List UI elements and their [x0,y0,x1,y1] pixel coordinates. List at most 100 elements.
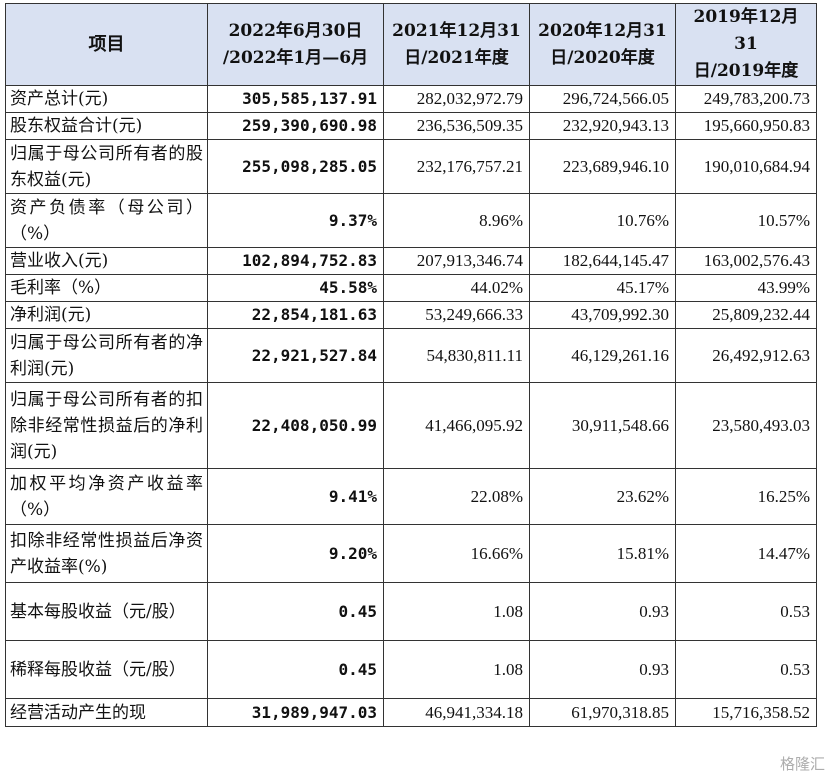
cell-2020: 30,911,548.66 [529,382,676,469]
cell-2020: 23.62% [529,468,676,525]
cell-2020: 46,129,261.16 [529,328,676,383]
table-row: 股东权益合计(元) 259,390,690.98 236,536,509.35 232… [5,112,817,140]
cell-2021: 282,032,972.79 [383,85,530,113]
header-2020: 2020年12月31 日/2020年度 [529,3,676,86]
table-row: 资产负债率（母公司）（%） 9.37% 8.96% 10.76% 10.57% [5,193,817,248]
cell-2021: 54,830,811.11 [383,328,530,383]
cell-2020: 43,709,992.30 [529,301,676,329]
header-2020-line1: 2020年12月31 [538,20,667,41]
cell-2020: 232,920,943.13 [529,112,676,140]
header-2022: 2022年6月30日 /2022年1月—6月 [207,3,384,86]
cell-2019: 15,716,358.52 [675,698,817,727]
table-row: 净利润(元) 22,854,181.63 53,249,666.33 43,709,9… [5,301,817,329]
row-label: 资产总计(元) [5,85,208,113]
cell-2019: 16.25% [675,468,817,525]
header-2019-line1: 2019年12月31 [693,7,799,54]
header-2020-line2: 日/2020年度 [550,47,655,68]
cell-2020: 223,689,946.10 [529,139,676,194]
cell-2019: 43.99% [675,274,817,302]
cell-2020: 45.17% [529,274,676,302]
header-2021-line1: 2021年12月31 [392,20,521,41]
cell-2020: 15.81% [529,524,676,583]
cell-2022: 0.45 [207,640,384,699]
header-item: 项目 [5,3,208,86]
cell-2020: 296,724,566.05 [529,85,676,113]
cell-2019: 25,809,232.44 [675,301,817,329]
row-label: 营业收入(元) [5,247,208,275]
table-row: 资产总计(元) 305,585,137.91 282,032,972.79 296,7… [5,85,817,113]
header-2021-line2: 日/2021年度 [404,47,509,68]
cell-2019: 14.47% [675,524,817,583]
cell-2019: 163,002,576.43 [675,247,817,275]
cell-2019: 195,660,950.83 [675,112,817,140]
table-row: 归属于母公司所有者的扣除非经常性损益后的净利润(元) 22,408,050.99 4… [5,382,817,469]
header-2021: 2021年12月31 日/2021年度 [383,3,530,86]
cell-2022: 22,921,527.84 [207,328,384,383]
cell-2022: 102,894,752.83 [207,247,384,275]
header-2022-line1: 2022年6月30日 [228,20,363,41]
table-row: 归属于母公司所有者的股东权益(元) 255,098,285.05 232,176,7… [5,139,817,194]
cell-2021: 232,176,757.21 [383,139,530,194]
row-label: 加权平均净资产收益率（%） [5,468,208,525]
cell-2021: 44.02% [383,274,530,302]
cell-2020: 0.93 [529,582,676,641]
header-row: 项目 2022年6月30日 /2022年1月—6月 2021年12月31 日/2… [5,3,817,86]
cell-2022: 45.58% [207,274,384,302]
cell-2019: 249,783,200.73 [675,85,817,113]
cell-2021: 207,913,346.74 [383,247,530,275]
cell-2020: 182,644,145.47 [529,247,676,275]
table-row: 稀释每股收益（元/股） 0.45 1.08 0.93 0.53 [5,640,817,699]
cell-2021: 236,536,509.35 [383,112,530,140]
cell-2019: 10.57% [675,193,817,248]
table-row: 基本每股收益（元/股） 0.45 1.08 0.93 0.53 [5,582,817,641]
row-label: 归属于母公司所有者的股东权益(元) [5,139,208,194]
row-label: 净利润(元) [5,301,208,329]
cell-2019: 23,580,493.03 [675,382,817,469]
table-row: 加权平均净资产收益率（%） 9.41% 22.08% 23.62% 16.25% [5,468,817,525]
cell-2021: 46,941,334.18 [383,698,530,727]
cell-2022: 9.41% [207,468,384,525]
cell-2021: 1.08 [383,640,530,699]
table-row: 扣除非经常性损益后净资产收益率(%) 9.20% 16.66% 15.81% 14.47… [5,524,817,583]
financial-table: 项目 2022年6月30日 /2022年1月—6月 2021年12月31 日/2… [5,3,817,727]
cell-2019: 190,010,684.94 [675,139,817,194]
cell-2022: 9.37% [207,193,384,248]
row-label: 基本每股收益（元/股） [5,582,208,641]
cell-2022: 9.20% [207,524,384,583]
header-2019: 2019年12月31 日/2019年度 [675,3,817,86]
cell-2020: 10.76% [529,193,676,248]
table-row: 归属于母公司所有者的净利润(元) 22,921,527.84 54,830,811.… [5,328,817,383]
watermark-logo: 格隆汇 [779,755,825,773]
row-label: 归属于母公司所有者的扣除非经常性损益后的净利润(元) [5,382,208,469]
cell-2021: 53,249,666.33 [383,301,530,329]
row-label: 扣除非经常性损益后净资产收益率(%) [5,524,208,583]
row-label: 归属于母公司所有者的净利润(元) [5,328,208,383]
row-label: 稀释每股收益（元/股） [5,640,208,699]
cell-2022: 255,098,285.05 [207,139,384,194]
cell-2022: 305,585,137.91 [207,85,384,113]
cell-2020: 61,970,318.85 [529,698,676,727]
row-label: 股东权益合计(元) [5,112,208,140]
cell-2022: 22,854,181.63 [207,301,384,329]
cell-2022: 31,989,947.03 [207,698,384,727]
cell-2019: 0.53 [675,640,817,699]
cell-2020: 0.93 [529,640,676,699]
cell-2019: 0.53 [675,582,817,641]
table-body: 资产总计(元) 305,585,137.91 282,032,972.79 296,7… [5,85,817,727]
cell-2022: 259,390,690.98 [207,112,384,140]
row-label: 资产负债率（母公司）（%） [5,193,208,248]
table-row: 经营活动产生的现 31,989,947.03 46,941,334.18 61,970… [5,698,817,727]
header-2019-line2: 日/2019年度 [693,61,799,81]
row-label: 毛利率（%） [5,274,208,302]
table-row: 营业收入(元) 102,894,752.83 207,913,346.74 182,6… [5,247,817,275]
cell-2021: 41,466,095.92 [383,382,530,469]
cell-2019: 26,492,912.63 [675,328,817,383]
row-label: 经营活动产生的现 [5,698,208,727]
cell-2022: 0.45 [207,582,384,641]
cell-2021: 1.08 [383,582,530,641]
cell-2021: 8.96% [383,193,530,248]
cell-2022: 22,408,050.99 [207,382,384,469]
cell-2021: 22.08% [383,468,530,525]
header-2022-line2: /2022年1月—6月 [222,47,369,68]
table-row: 毛利率（%） 45.58% 44.02% 45.17% 43.99% [5,274,817,302]
